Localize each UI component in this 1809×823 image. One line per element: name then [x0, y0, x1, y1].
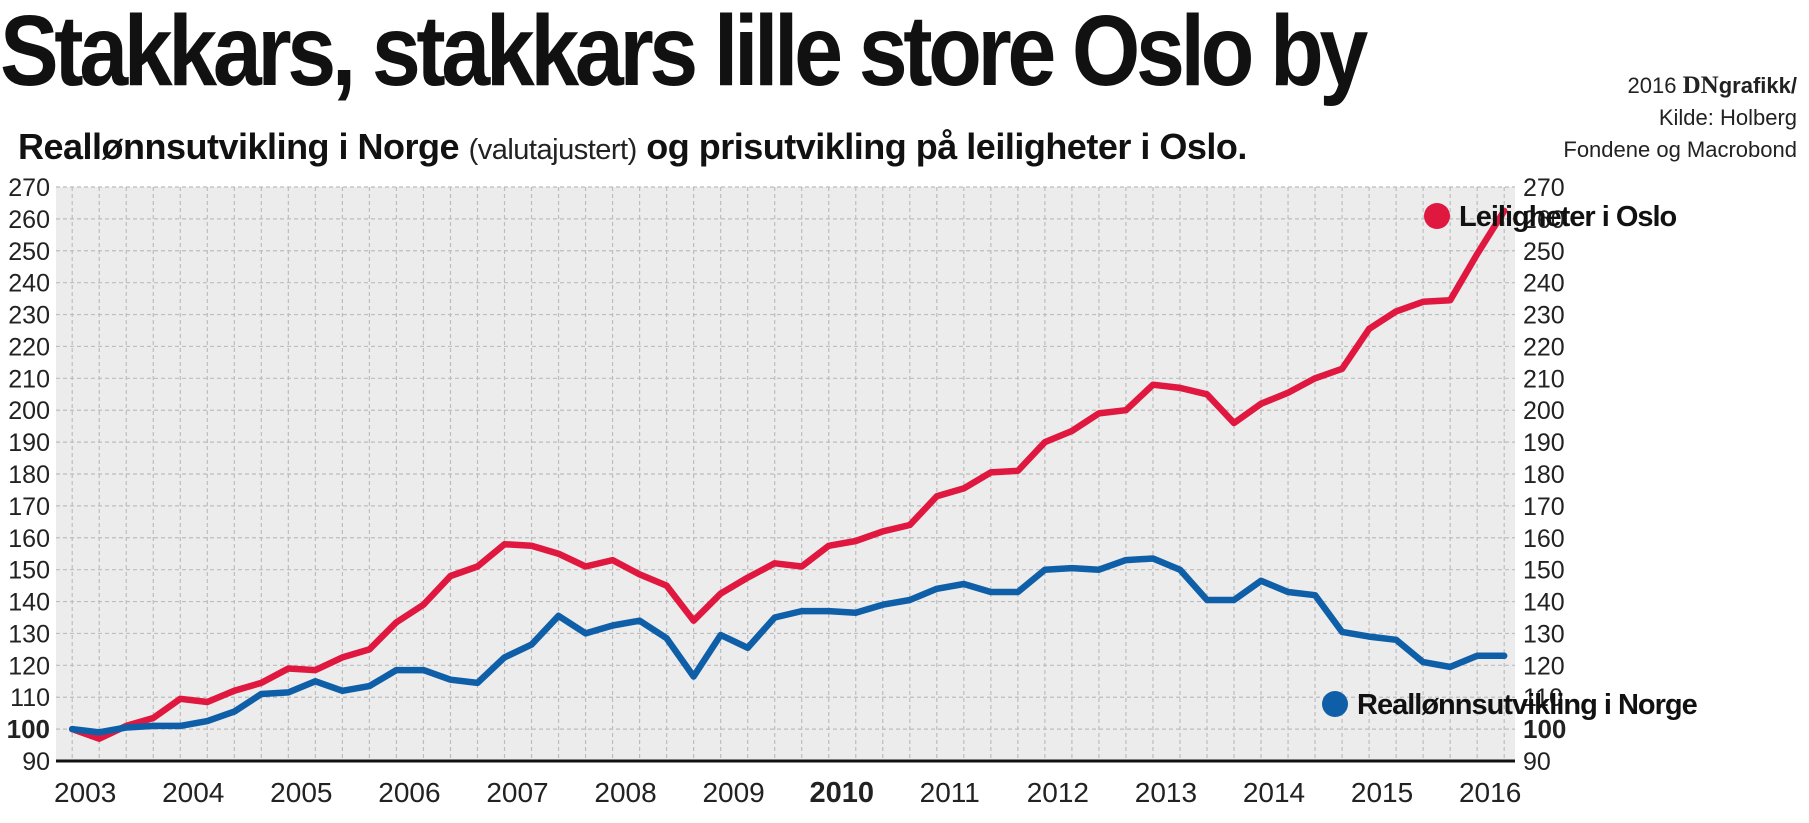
y-tick-label: 130 [1523, 620, 1565, 648]
x-tick-label: 2016 [1459, 777, 1521, 808]
y-tick-label: 210 [8, 365, 50, 393]
legend-label: Reallønnsutvikling i Norge [1357, 689, 1698, 721]
credit-brand-suffix: grafikk/ [1718, 73, 1797, 98]
line-chart: 9010011012013014015016017018019020021022… [7, 174, 1699, 809]
subtitle-currency-note: (valutajustert) [468, 134, 638, 166]
y-tick-label: 260 [8, 206, 50, 234]
x-tick-label: 2007 [486, 777, 548, 808]
y-tick-label: 130 [8, 620, 50, 648]
y-tick-label: 230 [1523, 302, 1565, 330]
y-tick-label: 170 [8, 493, 50, 521]
y-tick-label: 100 [1523, 714, 1566, 744]
legend-label: Leiligheter i Oslo [1459, 201, 1677, 233]
y-tick-label: 210 [1523, 365, 1565, 393]
y-tick-label: 110 [10, 684, 50, 712]
x-axis: 2003 2004 2005 2006 2007 2008 2009 2010 2011 2012… [54, 777, 1521, 809]
chart-series [68, 207, 1508, 742]
y-tick-label: 250 [1523, 238, 1565, 266]
y-tick-label: 200 [8, 397, 50, 425]
y-tick-label: 150 [8, 557, 50, 585]
y-tick-label: 220 [8, 333, 50, 361]
chart-subtitle: Reallønnsutvikling i Norge (valutajuster… [18, 120, 1247, 177]
y-tick-label: 110 [1523, 684, 1563, 712]
y-tick-label: 180 [8, 461, 50, 489]
subtitle-prices: og prisutvikling på leiligheter i Oslo. [646, 126, 1247, 167]
legend-marker [1322, 691, 1348, 717]
chart-title: Stakkars, stakkars lille store Oslo by [0, 0, 1368, 107]
x-tick-label: 2008 [594, 777, 656, 808]
y-tick-label: 190 [1523, 429, 1565, 457]
y-tick-label: 230 [8, 302, 50, 330]
x-tick-label: 2015 [1351, 777, 1413, 808]
credit-source-line1: Kilde: Holberg [1658, 105, 1797, 130]
y-tick-label: 140 [8, 589, 50, 617]
x-tick-label: 2014 [1243, 777, 1305, 808]
y-tick-label: 220 [1523, 333, 1565, 361]
x-tick-label: 2013 [1135, 777, 1197, 808]
y-tick-label: 270 [8, 174, 50, 202]
x-tick-label: 2006 [378, 777, 440, 808]
chart-grid [56, 186, 1515, 763]
y-tick-label: 170 [1523, 493, 1565, 521]
dn-logo: DN [1682, 72, 1719, 99]
y-tick-label: 90 [1523, 748, 1551, 776]
y-tick-label: 160 [8, 525, 50, 553]
y-tick-label: 240 [8, 270, 50, 298]
source-credit: 2016 DNgrafikk/ Kilde: Holberg Fondene o… [1563, 70, 1797, 166]
y-tick-label: 120 [1523, 652, 1565, 680]
y-tick-label: 260 [1523, 206, 1565, 234]
credit-year: 2016 [1627, 73, 1677, 98]
y-tick-label: 190 [8, 429, 50, 457]
y-tick-label: 120 [8, 652, 50, 680]
x-tick-label: 2005 [270, 777, 332, 808]
credit-brand-line: 2016 DNgrafikk/ [1563, 70, 1797, 102]
y-tick-label: 180 [1523, 461, 1565, 489]
y-tick-label: 160 [1523, 525, 1565, 553]
y-tick-label: 200 [1523, 397, 1565, 425]
x-tick-label: 2012 [1027, 777, 1089, 808]
y-tick-label: 150 [1523, 557, 1565, 585]
legend-marker [1424, 203, 1450, 229]
x-tick-label: 2010 [809, 777, 874, 809]
x-tick-label: 2004 [162, 777, 224, 808]
y-tick-label: 100 [7, 714, 50, 744]
chart-legend: Leiligheter i Oslo Reallønnsutvikling i N… [1322, 201, 1699, 721]
y-tick-label: 140 [1523, 589, 1565, 617]
subtitle-wages: Reallønnsutvikling i Norge [18, 126, 460, 167]
x-tick-label: 2003 [54, 777, 116, 808]
credit-source-line2: Fondene og Macrobond [1563, 137, 1797, 162]
y-tick-label: 240 [1523, 270, 1565, 298]
x-tick-label: 2011 [920, 777, 980, 808]
y-tick-label: 250 [8, 238, 50, 266]
y-tick-label: 90 [22, 748, 50, 776]
y-tick-label: 270 [1523, 174, 1565, 202]
series-line-oslo-apartments [68, 207, 1508, 742]
x-tick-label: 2009 [702, 777, 764, 808]
series-line-real-wages [68, 555, 1508, 736]
